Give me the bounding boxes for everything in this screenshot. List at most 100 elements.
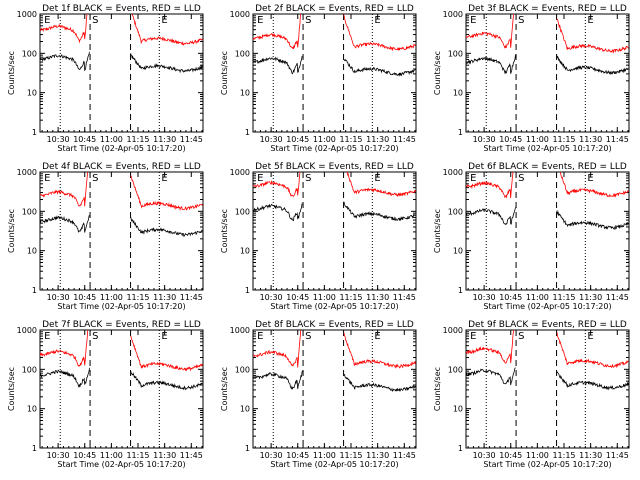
time-marker: E xyxy=(257,173,263,184)
y-axis-label: Counts/sec xyxy=(220,209,229,253)
lld-series-line xyxy=(556,332,629,369)
y-tick-label: 10 xyxy=(27,89,37,98)
x-tick-label: 11:45 xyxy=(606,293,629,302)
x-tick-label: 11:30 xyxy=(153,451,176,460)
x-tick-label: 11:00 xyxy=(526,293,549,302)
y-tick-label: 1000 xyxy=(443,10,463,19)
x-tick-label: 11:15 xyxy=(339,451,362,460)
y-tick-label: 1 xyxy=(458,444,463,453)
time-marker: E xyxy=(257,331,263,342)
x-tick-label: 11:00 xyxy=(313,451,336,460)
panel-title: Det 7f BLACK = Events, RED = LLD xyxy=(42,320,201,330)
events-series-line xyxy=(130,216,203,237)
x-tick-label: 11:00 xyxy=(313,293,336,302)
events-series-line xyxy=(40,215,90,233)
events-series-line xyxy=(343,201,416,222)
panel-det-2: Det 2f BLACK = Events, RED = LLD 1 10 100 10… xyxy=(220,4,417,153)
lld-series-line xyxy=(556,18,629,54)
plot-frame xyxy=(252,171,417,291)
x-tick-label: 11:45 xyxy=(606,135,629,144)
events-series-line xyxy=(253,203,303,222)
x-axis-label: Start Time (02-Apr-05 10:17:20) xyxy=(483,460,611,469)
x-tick-label: 11:00 xyxy=(313,135,336,144)
lld-series-line xyxy=(466,14,514,49)
y-tick-label: 1 xyxy=(32,444,37,453)
panel-title: Det 9f BLACK = Events, RED = LLD xyxy=(468,320,627,330)
x-tick-label: 10:30 xyxy=(47,451,70,460)
panel-det-6: Det 6f BLACK = Events, RED = LLD 1 10 100 10… xyxy=(433,162,630,311)
panel-det-1: Det 1f BLACK = Events, RED = LLD 1 10 100 10… xyxy=(7,4,204,153)
y-axis-label: Counts/sec xyxy=(220,367,229,411)
plot-frame xyxy=(39,171,204,291)
y-axis-label: Counts/sec xyxy=(7,367,16,411)
time-marker: E xyxy=(374,173,380,184)
x-tick-label: 11:30 xyxy=(366,293,389,302)
x-tick-label: 10:45 xyxy=(499,135,522,144)
x-tick-label: 11:15 xyxy=(552,293,575,302)
time-marker: E xyxy=(587,15,593,26)
y-tick-label: 1000 xyxy=(17,168,37,177)
x-tick-label: 11:45 xyxy=(180,293,203,302)
lld-series-line xyxy=(466,330,514,364)
x-tick-label: 11:30 xyxy=(153,135,176,144)
y-tick-label: 1 xyxy=(245,286,250,295)
y-tick-label: 100 xyxy=(448,365,463,374)
x-tick-label: 10:30 xyxy=(473,293,496,302)
y-tick-label: 1000 xyxy=(230,326,250,335)
time-marker: E xyxy=(587,173,593,184)
panel-title: Det 6f BLACK = Events, RED = LLD xyxy=(468,162,627,172)
y-tick-label: 1 xyxy=(32,286,37,295)
x-tick-label: 11:15 xyxy=(126,451,149,460)
events-series-line xyxy=(556,370,629,391)
x-tick-label: 11:00 xyxy=(100,293,123,302)
y-tick-label: 1 xyxy=(458,286,463,295)
x-tick-label: 10:45 xyxy=(499,451,522,460)
events-series-line xyxy=(40,51,90,72)
events-series-line xyxy=(343,58,416,77)
y-axis-label: Counts/sec xyxy=(7,51,16,95)
x-tick-label: 10:30 xyxy=(47,135,70,144)
plot-frame xyxy=(465,171,630,291)
y-axis-label: Counts/sec xyxy=(220,51,229,95)
time-marker: E xyxy=(161,15,167,26)
events-series-line xyxy=(466,54,516,75)
x-tick-label: 11:00 xyxy=(526,451,549,460)
x-axis-label: Start Time (02-Apr-05 10:17:20) xyxy=(270,302,398,311)
y-tick-label: 10 xyxy=(240,247,250,256)
panel-det-4: Det 4f BLACK = Events, RED = LLD 1 10 100 10… xyxy=(7,162,204,311)
time-marker: S xyxy=(305,15,311,26)
panel-det-9: Det 9f BLACK = Events, RED = LLD 1 10 100 10… xyxy=(433,320,630,469)
panel-det-7: Det 7f BLACK = Events, RED = LLD 1 10 100 10… xyxy=(7,320,204,469)
x-tick-label: 11:30 xyxy=(579,135,602,144)
lld-series-line xyxy=(131,14,203,46)
x-tick-label: 10:45 xyxy=(73,135,96,144)
time-marker: E xyxy=(44,331,50,342)
panel-title: Det 3f BLACK = Events, RED = LLD xyxy=(468,4,627,14)
x-tick-label: 10:30 xyxy=(260,293,283,302)
y-tick-label: 1000 xyxy=(17,10,37,19)
panel-title: Det 4f BLACK = Events, RED = LLD xyxy=(42,162,201,172)
lld-series-line xyxy=(40,14,88,44)
y-axis-label: Counts/sec xyxy=(433,51,442,95)
events-series-line xyxy=(130,370,203,391)
panel-title: Det 1f BLACK = Events, RED = LLD xyxy=(42,4,201,14)
panel-det-8: Det 8f BLACK = Events, RED = LLD 1 10 100 10… xyxy=(220,320,417,469)
plot-frame xyxy=(252,329,417,449)
x-tick-label: 10:45 xyxy=(73,293,96,302)
x-axis-label: Start Time (02-Apr-05 10:17:20) xyxy=(270,144,398,153)
x-tick-label: 11:45 xyxy=(393,293,416,302)
plot-frame xyxy=(465,329,630,449)
x-axis-label: Start Time (02-Apr-05 10:17:20) xyxy=(57,144,185,153)
lld-series-line xyxy=(343,332,416,369)
time-marker: E xyxy=(44,15,50,26)
events-series-line xyxy=(253,370,303,390)
events-series-line xyxy=(466,207,516,225)
y-tick-label: 10 xyxy=(240,405,250,414)
lld-series-line xyxy=(253,14,301,50)
y-tick-label: 100 xyxy=(22,49,37,58)
time-marker: E xyxy=(44,173,50,184)
time-marker: S xyxy=(92,173,98,184)
x-tick-label: 10:30 xyxy=(260,451,283,460)
panel-det-3: Det 3f BLACK = Events, RED = LLD 1 10 100 10… xyxy=(433,4,630,153)
